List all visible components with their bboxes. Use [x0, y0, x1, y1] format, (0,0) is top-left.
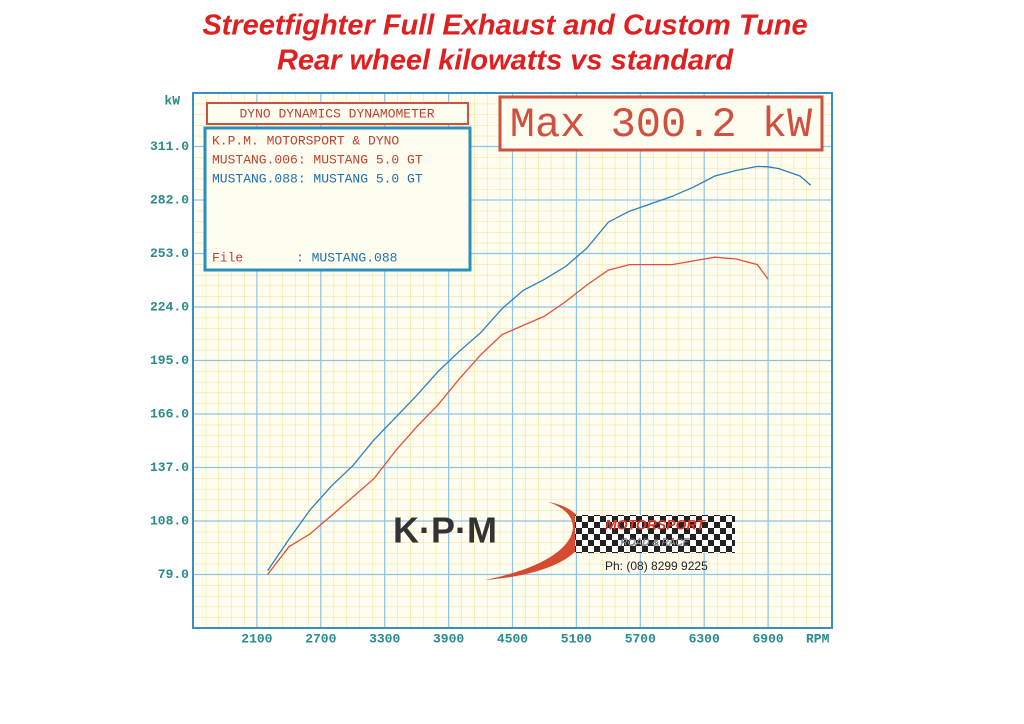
x-tick-label: 3300 — [369, 631, 400, 646]
x-tick-label: 5100 — [561, 631, 592, 646]
y-tick-label: 195.0 — [150, 353, 189, 368]
data-line — [267, 256, 769, 575]
y-tick-label: 224.0 — [150, 299, 189, 314]
y-tick-label: 166.0 — [150, 406, 189, 421]
info-header: DYNO DYNAMICS DYNAMOMETER — [239, 106, 434, 121]
x-axis-label: RPM — [806, 631, 830, 646]
logo-tagline: ROAD & RACE — [621, 538, 690, 549]
y-tick-label: 108.0 — [150, 513, 189, 528]
y-axis-label: kW — [164, 93, 180, 108]
max-box — [498, 95, 824, 152]
file-label: File — [212, 250, 243, 265]
y-tick-label: 311.0 — [150, 139, 189, 154]
logo-brand: MOTORSPORT — [605, 517, 706, 533]
x-tick-label: 2700 — [305, 631, 336, 646]
info-header-box — [206, 102, 469, 125]
chart-subtitle: Rear wheel kilowatts vs standard — [277, 45, 734, 77]
plot-frame — [192, 92, 833, 629]
info-title: K.P.M. MOTORSPORT & DYNO — [212, 133, 399, 148]
x-tick-label: 3900 — [433, 631, 464, 646]
chart-title: Streetfighter Full Exhaust and Custom Tu… — [202, 10, 807, 42]
y-tick-label: 79.0 — [158, 567, 189, 582]
logo-swoosh — [485, 502, 585, 580]
logo-checker — [575, 515, 735, 553]
file-value: : MUSTANG.088 — [296, 250, 397, 265]
legend-entry: MUSTANG.006: MUSTANG 5.0 GT — [212, 152, 423, 167]
y-tick-label: 253.0 — [150, 246, 189, 261]
x-tick-label: 2100 — [241, 631, 272, 646]
x-tick-label: 4500 — [497, 631, 528, 646]
x-tick-label: 6900 — [752, 631, 783, 646]
logo-phone: Ph: (08) 8299 9225 — [605, 559, 708, 573]
x-tick-label: 5700 — [625, 631, 656, 646]
x-tick-label: 6300 — [689, 631, 720, 646]
logo: K·P·M MOTORSPORT ROAD & RACE Ph: (08) 82… — [393, 502, 735, 580]
data-line — [267, 165, 812, 572]
max-annotation: Max 300.2 kW — [510, 101, 813, 149]
legend-entry: MUSTANG.088: MUSTANG 5.0 GT — [212, 171, 423, 186]
y-tick-label: 282.0 — [150, 192, 189, 207]
y-tick-label: 137.0 — [150, 460, 189, 475]
logo-letters: K·P·M — [393, 510, 497, 551]
info-box — [203, 126, 472, 272]
